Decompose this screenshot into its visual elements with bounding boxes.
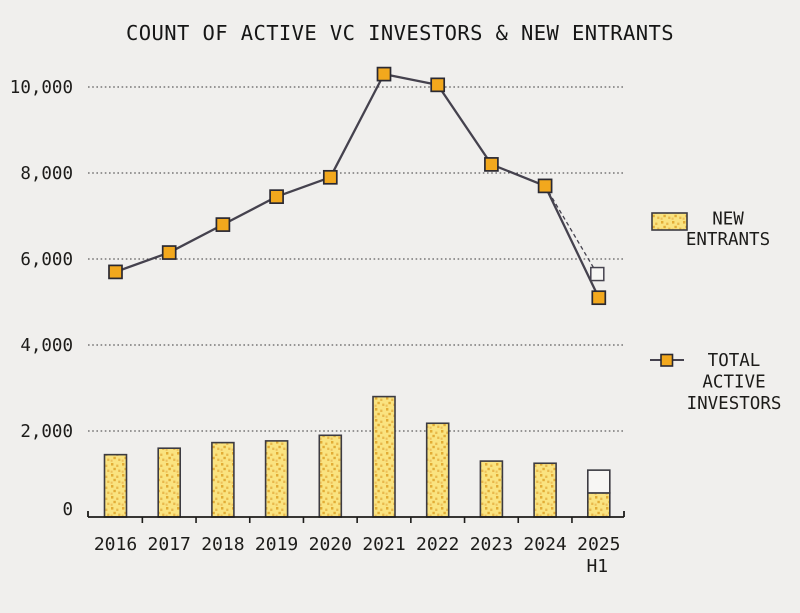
new-entrants-swatch-icon: [651, 212, 688, 231]
legend-label-active: ACTIVE: [702, 373, 765, 393]
gridlines-layer: 0 2,000 4,000 6,000 8,000 10,000: [10, 78, 624, 520]
line-marker-2025-projection: [590, 266, 605, 282]
line-marker-2025: [591, 290, 607, 306]
x-tick-label-2024: 2024: [523, 534, 566, 555]
legend-label-investors: INVESTORS: [687, 394, 782, 414]
x-tick-label-2019: 2019: [255, 534, 298, 555]
bar-2023: [479, 460, 504, 518]
bar-2019: [264, 440, 289, 518]
line-marker-2023: [484, 157, 499, 172]
bar-2022: [425, 422, 450, 518]
bar-2024: [533, 462, 557, 518]
line-marker-2020: [322, 169, 338, 185]
legend-label-entrants: ENTRANTS: [686, 230, 770, 250]
y-tick-label-10000: 10,000: [10, 78, 73, 98]
legend-item-new-entrants: NEW ENTRANTS: [651, 210, 770, 250]
y-tick-label-4000: 4,000: [20, 336, 73, 356]
x-tick-label-2018: 2018: [201, 534, 244, 555]
x-tick-label-2020: 2020: [309, 534, 352, 555]
x-tick-label-2025: 2025: [577, 534, 620, 555]
y-tick-label-2000: 2,000: [20, 422, 73, 442]
legend: NEW ENTRANTS TOTAL ACTIVE INVESTORS: [650, 210, 781, 414]
bar-2017: [157, 447, 181, 518]
line-marker-2021: [376, 66, 392, 82]
line-marker-2019: [269, 189, 284, 204]
bar-2016: [103, 453, 128, 518]
legend-label-total: TOTAL: [708, 351, 761, 371]
bar-2021: [372, 395, 396, 518]
y-tick-label-8000: 8,000: [20, 164, 73, 184]
y-tick-label-6000: 6,000: [20, 250, 73, 270]
x-tick-label-2017: 2017: [148, 534, 191, 555]
x-axis: 2016 2017 2018 2019 2020 2021 2022 2023 2024 2025…: [87, 511, 625, 577]
line-marker-2018: [215, 217, 231, 232]
legend-item-total-active-investors: TOTAL ACTIVE INVESTORS: [650, 351, 781, 414]
bar-2020: [318, 434, 343, 518]
x-tick-sublabel-H1: H1: [586, 556, 608, 577]
x-tick-label-2023: 2023: [470, 534, 513, 555]
bar-2025: [586, 492, 611, 518]
bar-2025-projection: [586, 469, 611, 494]
legend-label-new: NEW: [712, 210, 744, 230]
total-active-marker-icon: [660, 353, 674, 367]
x-tick-label-2016: 2016: [94, 534, 137, 555]
line-marker-2017: [161, 245, 177, 260]
bar-2018: [211, 441, 235, 518]
y-tick-label-0: 0: [62, 500, 73, 520]
line-series-layer: [108, 66, 607, 306]
projection-dashed-line: [544, 185, 598, 275]
line-marker-2016: [108, 264, 123, 280]
line-marker-2024: [537, 178, 553, 194]
x-tick-label-2021: 2021: [362, 534, 405, 555]
line-marker-2022: [430, 77, 446, 93]
chart-title: COUNT OF ACTIVE VC INVESTORS & NEW ENTRA…: [126, 21, 674, 45]
total-active-investors-line: [114, 72, 600, 299]
x-tick-label-2022: 2022: [416, 534, 459, 555]
bars-layer: [103, 395, 611, 518]
